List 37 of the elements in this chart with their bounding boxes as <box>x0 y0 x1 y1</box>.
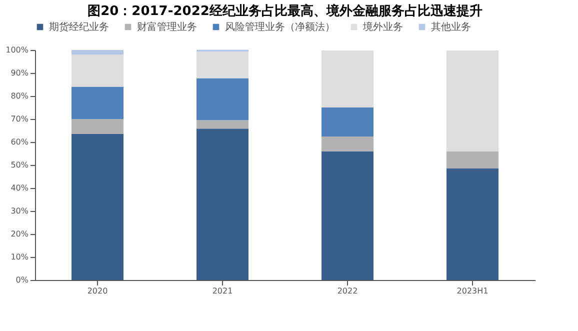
y-tick-label: 40% <box>10 184 29 192</box>
y-tick-label: 60% <box>10 138 29 146</box>
bar <box>446 151 498 168</box>
bar <box>72 50 124 55</box>
bar <box>322 151 374 280</box>
x-tick-label: 2022 <box>337 286 358 296</box>
bar <box>446 168 498 280</box>
legend-label: 财富管理业务 <box>137 21 197 33</box>
bar <box>72 54 124 87</box>
bar <box>72 86 124 119</box>
y-tick-label: 20% <box>10 230 29 238</box>
y-tick-label: 50% <box>10 160 29 170</box>
bar <box>196 128 248 280</box>
y-tick-label: 10% <box>10 252 29 262</box>
legend-label: 境外业务 <box>362 21 403 33</box>
bar <box>72 119 124 134</box>
bar <box>196 120 248 129</box>
y-tick-label: 70% <box>10 114 29 124</box>
y-tick-label: 100% <box>6 46 29 54</box>
x-tick-label: 2020 <box>87 286 108 296</box>
y-tick-label: 30% <box>10 206 29 216</box>
legend-label: 其他业务 <box>431 21 471 33</box>
y-tick-label: 80% <box>10 92 29 100</box>
bar <box>322 108 374 136</box>
y-tick-label: 90% <box>10 68 29 78</box>
bar <box>196 52 248 78</box>
bar <box>322 50 374 108</box>
bar <box>322 136 374 152</box>
bar <box>72 134 124 280</box>
x-tick-label: 2021 <box>212 286 233 296</box>
bar <box>446 50 498 152</box>
legend-label: 风险管理业务（净额法） <box>225 21 335 33</box>
bar <box>196 78 248 120</box>
x-tick-label: 2023H1 <box>456 286 488 296</box>
chart-title: 图20：2017-2022经纪业务占比最高、境外金融服务占比迅速提升 <box>88 3 482 19</box>
y-tick-label: 0% <box>16 276 29 284</box>
legend-label: 期货经纪业务 <box>49 21 109 33</box>
